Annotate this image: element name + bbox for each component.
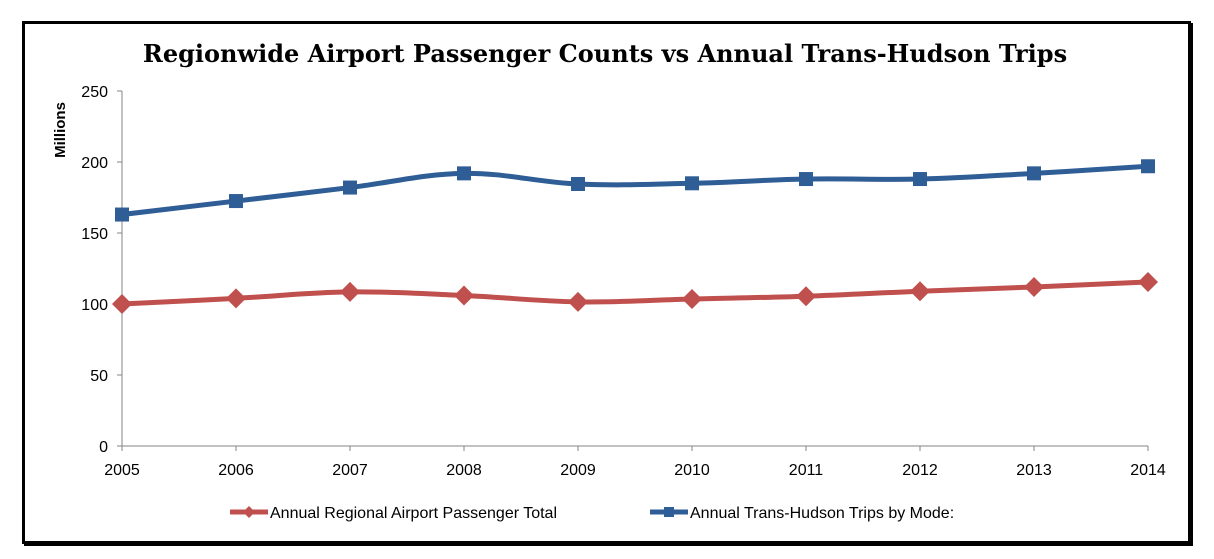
data-point (796, 286, 816, 307)
y-tick-label: 100 (81, 297, 108, 314)
x-tick-label: 2010 (674, 462, 710, 479)
data-point (1024, 276, 1044, 297)
x-tick-label: 2008 (446, 462, 482, 479)
data-point (910, 281, 930, 302)
data-point (229, 194, 243, 209)
chart-frame (22, 21, 1191, 544)
legend-label: Annual Regional Airport Passenger Total (270, 505, 557, 522)
data-point (226, 288, 246, 309)
data-point (568, 291, 588, 312)
x-tick-label: 2014 (1130, 462, 1166, 479)
y-tick-label: 250 (81, 84, 108, 101)
data-point (457, 166, 471, 181)
data-point (1027, 166, 1041, 181)
data-point (571, 177, 585, 192)
data-point (1138, 271, 1158, 292)
y-tick-label: 50 (90, 368, 108, 385)
x-tick-label: 2009 (560, 462, 596, 479)
x-tick-label: 2005 (104, 462, 140, 479)
y-tick-label: 150 (81, 226, 108, 243)
x-tick-label: 2007 (332, 462, 368, 479)
x-tick-label: 2011 (789, 462, 824, 479)
legend-marker (243, 506, 255, 518)
data-point (799, 172, 813, 187)
data-point (454, 285, 474, 306)
data-point (112, 294, 132, 314)
data-point (340, 281, 360, 302)
legend-label: Annual Trans-Hudson Trips by Mode: (690, 505, 954, 522)
x-tick-label: 2006 (218, 462, 254, 479)
data-point (115, 207, 129, 222)
legend-item: Annual Regional Airport Passenger Total (230, 505, 557, 522)
data-point (685, 176, 699, 191)
x-tick-label: 2012 (902, 462, 938, 479)
data-point (682, 289, 702, 310)
y-tick-label: 0 (99, 439, 108, 456)
series-line (121, 279, 1149, 307)
series-airport-passengers (112, 271, 1158, 314)
data-point (1141, 159, 1155, 174)
series-line (121, 163, 1149, 218)
legend-item: Annual Trans-Hudson Trips by Mode: (650, 505, 954, 522)
chart-title: Regionwide Airport Passenger Counts vs A… (143, 39, 1067, 68)
legend-marker (664, 507, 674, 517)
data-point (343, 180, 357, 195)
y-tick-label: 200 (81, 155, 108, 172)
series-trans-hudson-trips (115, 159, 1155, 222)
data-point (913, 172, 927, 187)
y-axis-label: Millions (52, 102, 69, 158)
x-tick-label: 2013 (1016, 462, 1052, 479)
